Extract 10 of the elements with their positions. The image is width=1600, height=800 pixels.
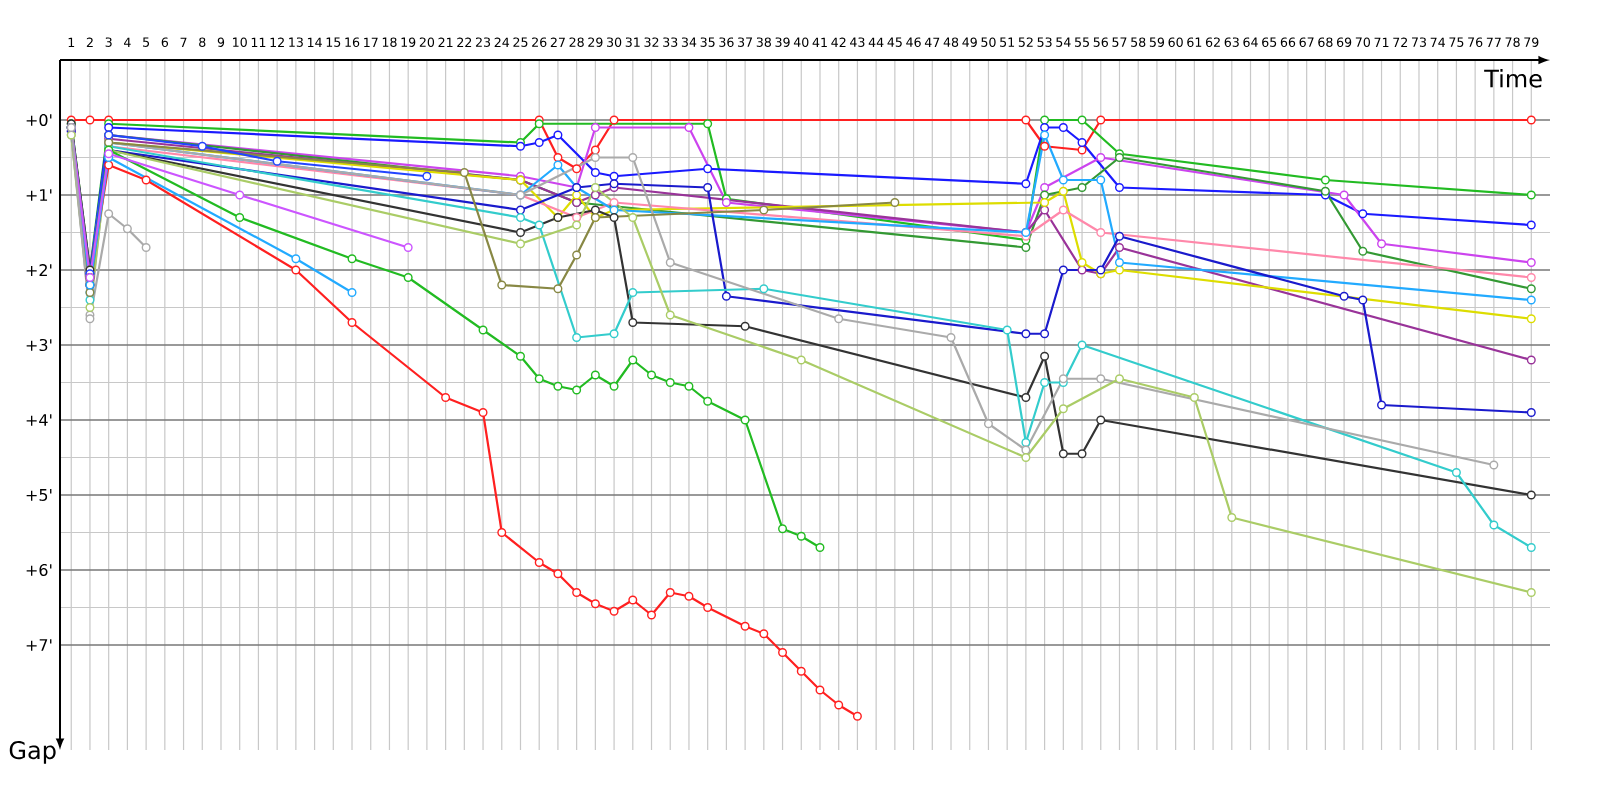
y-tick-label: +3': [26, 338, 52, 352]
x-axis-title: Time: [1484, 69, 1542, 88]
y-tick-label: +1': [26, 189, 52, 201]
y-tick-label: +6': [26, 563, 52, 577]
y-tick-label: +0': [26, 113, 52, 127]
y-tick-label: +2': [26, 264, 52, 276]
y-tick-label: +7': [26, 639, 52, 651]
y-tick-label: +4': [26, 414, 52, 426]
y-tick-label: +5': [26, 489, 52, 501]
y-axis-title: Gap: [9, 741, 56, 764]
